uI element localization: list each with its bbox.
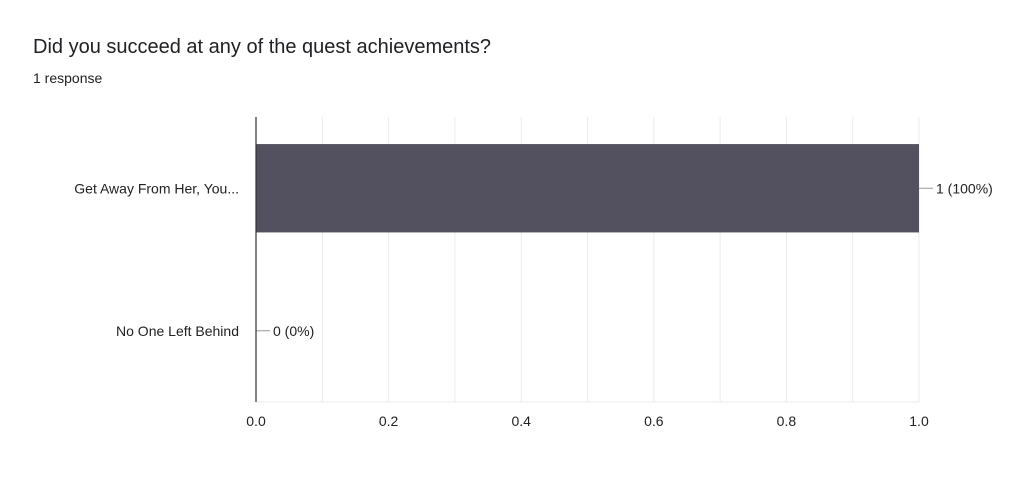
x-tick-label: 0.4 (511, 413, 531, 429)
response-count: 1 response (33, 70, 103, 86)
category-label: Get Away From Her, You... (74, 180, 239, 196)
x-tick-label: 0.0 (246, 413, 266, 429)
x-tick-label: 0.2 (379, 413, 399, 429)
x-tick-label: 0.6 (644, 413, 664, 429)
x-tick-label: 0.8 (777, 413, 797, 429)
data-label: 0 (0%) (273, 323, 314, 339)
category-label: No One Left Behind (116, 323, 239, 339)
x-tick-label: 1.0 (909, 413, 929, 429)
bar (256, 144, 919, 233)
data-label: 1 (100%) (936, 180, 993, 196)
chart-title: Did you succeed at any of the quest achi… (33, 36, 492, 58)
